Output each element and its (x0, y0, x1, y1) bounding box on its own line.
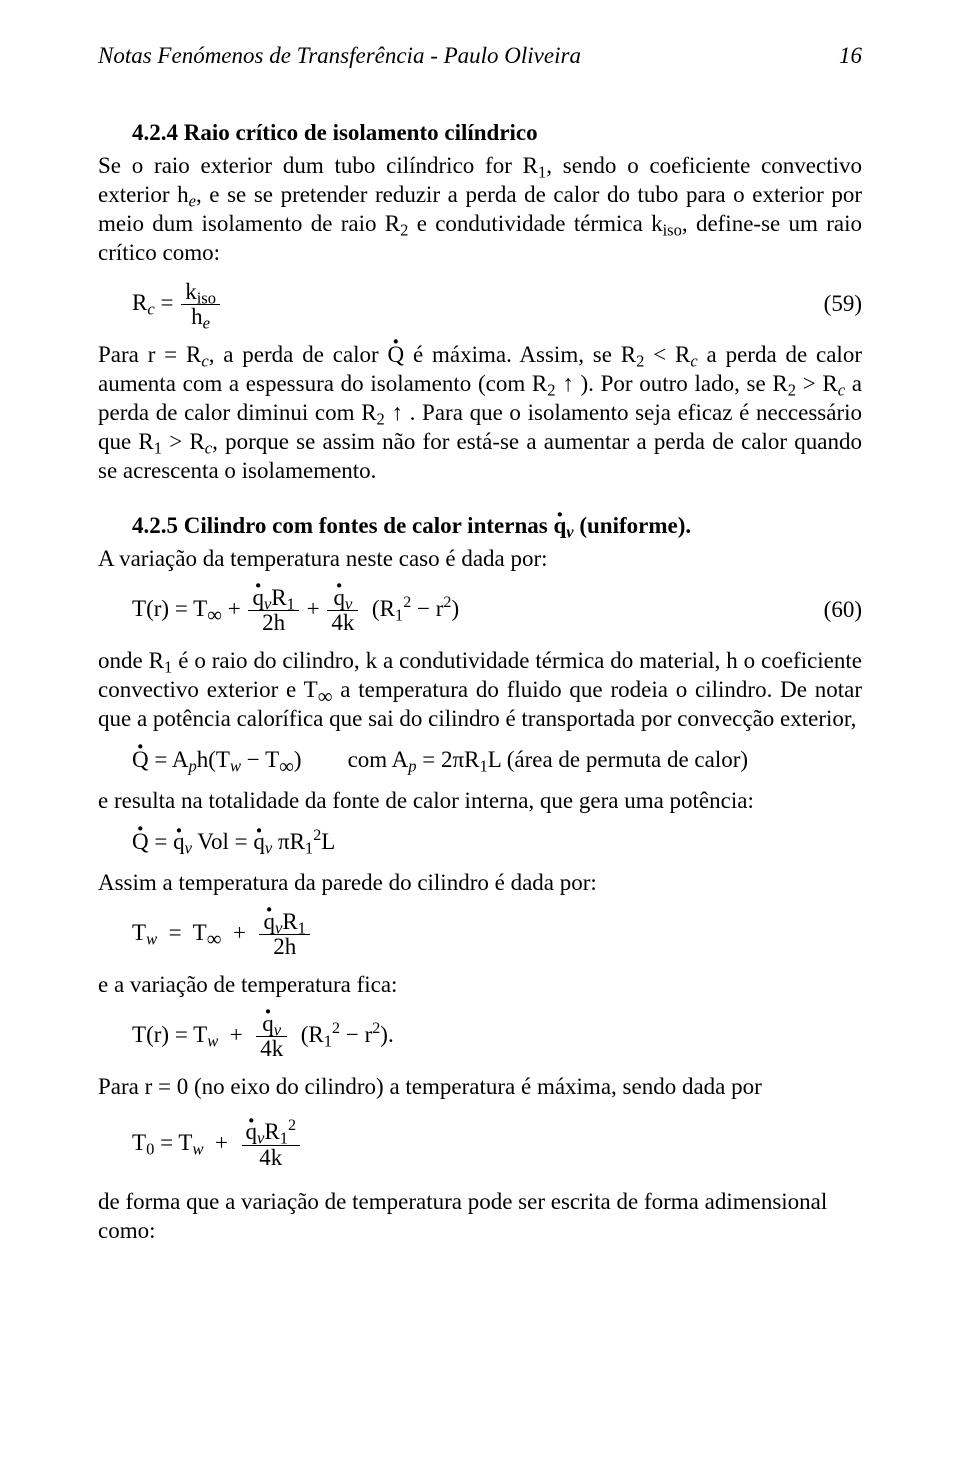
header-page-number: 16 (839, 42, 862, 71)
header-title: Notas Fenómenos de Transferência - Paulo… (98, 42, 581, 71)
equation-59: Rc = kiso he (59) (98, 280, 862, 329)
page: Notas Fenómenos de Transferência - Paulo… (0, 0, 960, 1460)
section-425-line1: A variação da temperatura neste caso é d… (98, 545, 862, 574)
section-425-line3: Assim a temperatura da parede do cilindr… (98, 869, 862, 898)
equation-Q-volume: Q = qv Vol = qv πR12L (132, 828, 862, 857)
equation-60: T(r) = T∞ + qvR1 2h + qv 4k (R12 − r2) (… (98, 586, 862, 635)
q-dot-glyph: q (553, 512, 566, 541)
equation-60-body: T(r) = T∞ + qvR1 2h + qv 4k (R12 − r2) (132, 586, 459, 635)
section-425-para1: onde R1 é o raio do cilindro, k a condut… (98, 647, 862, 734)
equation-Tr: T(r) = Tw + qv 4k (R12 − r2). (132, 1012, 862, 1061)
section-424-intro: Se o raio exterior dum tubo cilíndrico f… (98, 152, 862, 268)
equation-T0: T0 = Tw + qvR12 4k (132, 1120, 862, 1169)
section-424-title: 4.2.4 Raio crítico de isolamento cilíndr… (132, 119, 862, 148)
equation-Q-convection: Q = Aph(Tw − T∞) com Ap = 2πR1L (área de… (132, 746, 862, 775)
equation-60-number: (60) (824, 596, 862, 625)
equation-59-number: (59) (824, 290, 862, 319)
running-header: Notas Fenómenos de Transferência - Paulo… (98, 42, 862, 71)
section-424-para2: Para r = Rc, a perda de calor Q é máxima… (98, 341, 862, 486)
section-425-line2: e resulta na totalidade da fonte de calo… (98, 787, 862, 816)
section-425-title: 4.2.5 Cilindro com fontes de calor inter… (132, 512, 862, 541)
section-425-line5: Para r = 0 (no eixo do cilindro) a tempe… (98, 1073, 862, 1102)
equation-Tw: Tw = T∞ + qvR1 2h (132, 910, 862, 959)
section-425-line4: e a variação de temperatura fica: (98, 971, 862, 1000)
section-425-line6: de forma que a variação de temperatura p… (98, 1188, 862, 1246)
Q-dot-glyph: Q (388, 341, 405, 370)
equation-59-body: Rc = kiso he (132, 280, 222, 329)
